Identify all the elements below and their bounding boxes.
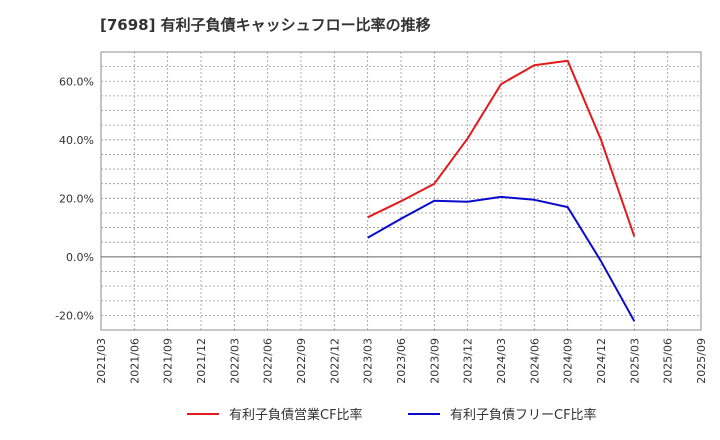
x-tick-label: 2023/03 bbox=[362, 338, 375, 384]
x-tick-label: 2025/06 bbox=[662, 338, 675, 384]
series-line-1 bbox=[367, 59, 636, 237]
x-tick-label: 2021/03 bbox=[95, 338, 108, 384]
x-tick-label: 2024/09 bbox=[562, 338, 575, 384]
x-tick-label: 2024/03 bbox=[495, 338, 508, 384]
x-tick-label: 2022/06 bbox=[262, 338, 275, 384]
legend-label-2: 有利子負債フリーCF比率 bbox=[450, 407, 597, 423]
y-tick-label: 20.0% bbox=[59, 192, 94, 205]
x-tick-label: 2021/12 bbox=[195, 338, 208, 384]
x-tick-label: 2025/03 bbox=[628, 338, 641, 384]
plot-area bbox=[100, 51, 702, 331]
y-tick-label: 40.0% bbox=[59, 134, 94, 147]
x-tick-label: 2024/06 bbox=[528, 338, 541, 384]
series-line-2 bbox=[367, 195, 636, 322]
x-tick-label: 2024/12 bbox=[595, 338, 608, 384]
chart-title: [7698] 有利子負債キャッシュフロー比率の推移 bbox=[100, 16, 431, 34]
x-tick-label: 2023/09 bbox=[428, 338, 441, 384]
x-tick-label: 2022/12 bbox=[328, 338, 341, 384]
legend-label-1: 有利子負債営業CF比率 bbox=[229, 407, 363, 423]
y-tick-label: 0.0% bbox=[66, 251, 94, 264]
x-tick-label: 2021/09 bbox=[162, 338, 175, 384]
y-tick-label: 60.0% bbox=[59, 75, 94, 88]
x-tick-label: 2023/12 bbox=[462, 338, 475, 384]
y-tick-label: -20.0% bbox=[55, 309, 94, 322]
x-tick-label: 2021/06 bbox=[128, 338, 141, 384]
x-tick-label: 2022/03 bbox=[228, 338, 241, 384]
x-tick-label: 2022/09 bbox=[295, 338, 308, 384]
x-tick-label: 2023/06 bbox=[395, 338, 408, 384]
x-tick-label: 2025/09 bbox=[695, 338, 708, 384]
